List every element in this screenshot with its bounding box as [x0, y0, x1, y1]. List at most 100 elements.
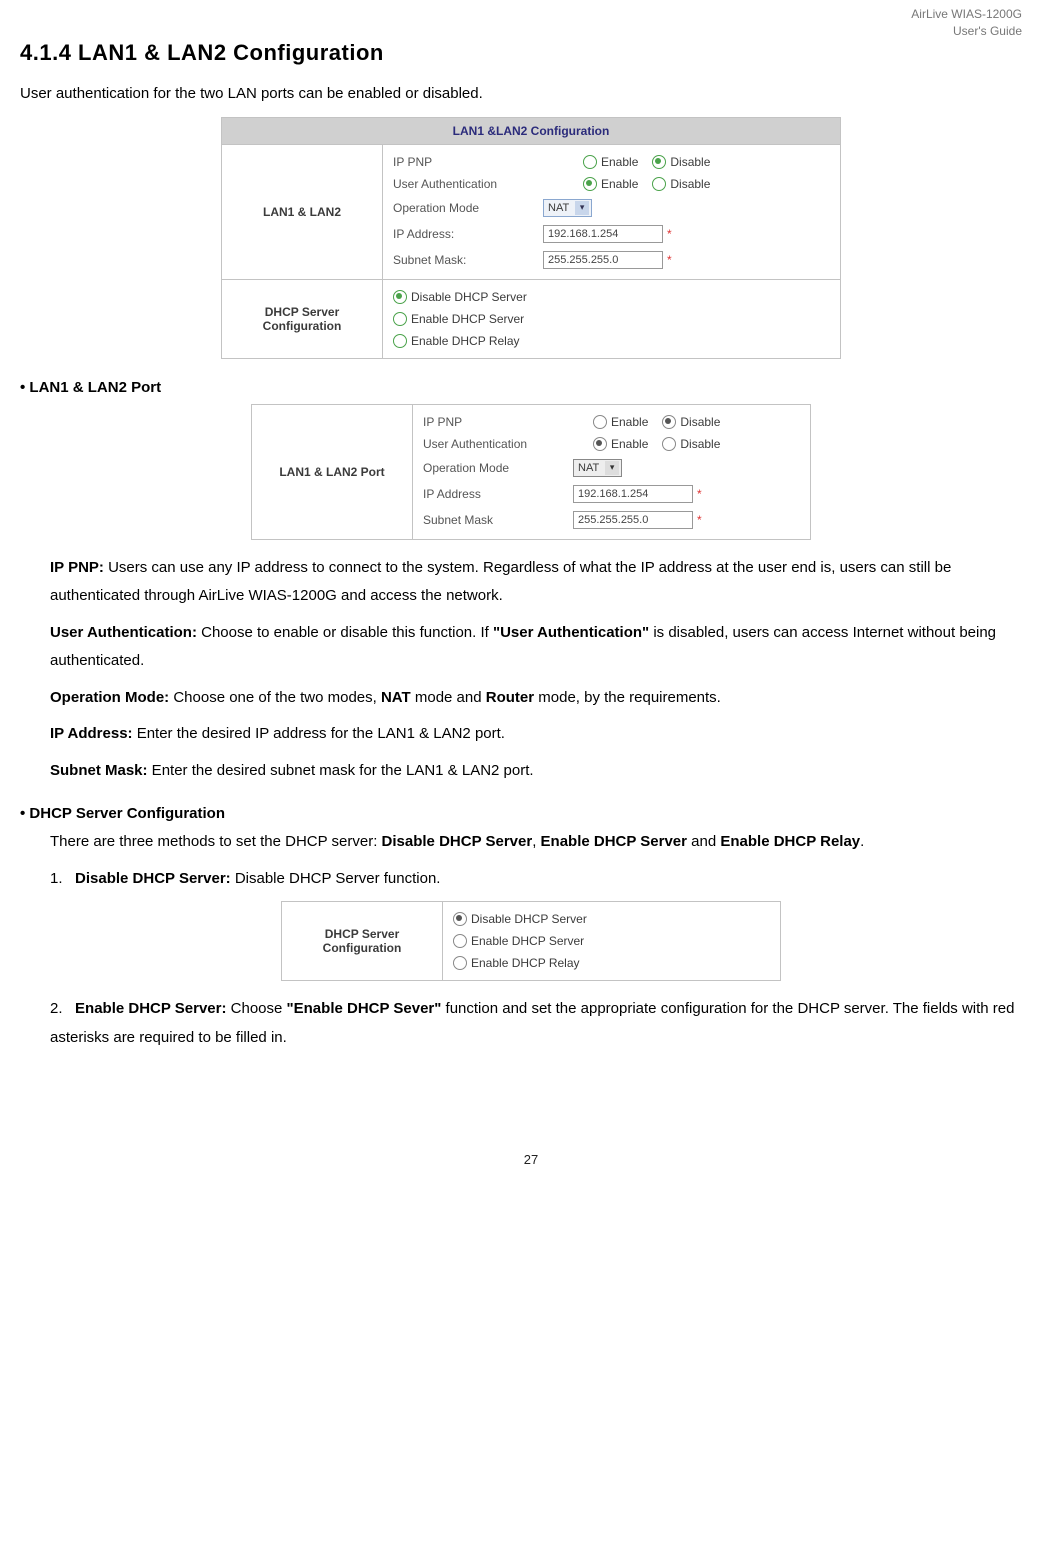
bullet-dhcp: DHCP Server Configuration	[20, 805, 1042, 822]
desc-ip-pnp: IP PNP: Users can use any IP address to …	[50, 554, 1042, 611]
ip-pnp-enable-radio[interactable]	[583, 155, 597, 169]
desc-op-mode: Operation Mode: Choose one of the two mo…	[50, 684, 1042, 713]
dhcp-disable-radio[interactable]	[393, 290, 407, 304]
p2-ua-disable-radio[interactable]	[662, 437, 676, 451]
dhcp-enable-radio[interactable]	[393, 312, 407, 326]
ip-pnp-label: IP PNP	[393, 155, 543, 169]
dhcp-s2: Enable DHCP Server	[541, 833, 687, 850]
p2-ippnp-enable-radio[interactable]	[593, 415, 607, 429]
ua-q: "User Authentication"	[493, 624, 649, 641]
panel2-rowhdr: LAN1 & LAN2 Port	[252, 404, 413, 539]
num2-pre: 2.	[50, 1000, 63, 1017]
dhcp-intro-4: .	[860, 833, 864, 850]
op-mode-label: Operation Mode	[393, 201, 543, 215]
ua-t1: Choose to enable or disable this functio…	[197, 624, 493, 641]
config-panel-2: LAN1 & LAN2 Port IP PNP Enable Disable U…	[251, 404, 811, 540]
ua-b: User Authentication:	[50, 624, 197, 641]
num2-q: "Enable DHCP Sever"	[287, 1000, 442, 1017]
p2-subnet-label: Subnet Mask	[423, 513, 573, 527]
om-b: Operation Mode:	[50, 689, 169, 706]
required-star: *	[697, 487, 702, 501]
p3-dhcp-disable-radio[interactable]	[453, 912, 467, 926]
p2-disable-lbl: Disable	[680, 415, 720, 429]
dhcp-s3: Enable DHCP Relay	[720, 833, 860, 850]
ip-t: Enter the desired IP address for the LAN…	[133, 725, 505, 742]
desc-subnet: Subnet Mask: Enter the desired subnet ma…	[50, 757, 1042, 786]
panel3-rowhdr-1: DHCP Server	[325, 927, 399, 941]
ua-enable-lbl: Enable	[601, 177, 638, 191]
ip-pnp-t: Users can use any IP address to connect …	[50, 559, 951, 605]
required-star: *	[667, 253, 672, 267]
config-panel-3: DHCP Server Configuration Disable DHCP S…	[281, 901, 781, 981]
dhcp-intro-3: and	[687, 833, 720, 850]
panel1-row2-hdr: DHCP Server Configuration	[222, 279, 383, 358]
dhcp-opt1: Disable DHCP Server	[411, 290, 527, 304]
num1: 1. Disable DHCP Server: Disable DHCP Ser…	[50, 865, 1042, 894]
ip-pnp-disable-radio[interactable]	[652, 155, 666, 169]
page-number: 27	[20, 1152, 1042, 1167]
ua-disable-lbl: Disable	[670, 177, 710, 191]
disable-lbl: Disable	[670, 155, 710, 169]
chevron-down-icon: ▾	[575, 201, 589, 215]
ip-address-input[interactable]: 192.168.1.254	[543, 225, 663, 243]
dhcp-opt3: Enable DHCP Relay	[411, 334, 520, 348]
p3-opt1: Disable DHCP Server	[471, 912, 587, 926]
p2-enable-lbl: Enable	[611, 415, 648, 429]
desc-ip-addr: IP Address: Enter the desired IP address…	[50, 720, 1042, 749]
p2-op-mode-value: NAT	[578, 462, 599, 474]
p3-opt3: Enable DHCP Relay	[471, 956, 580, 970]
p2-ippnp-disable-radio[interactable]	[662, 415, 676, 429]
intro-text: User authentication for the two LAN port…	[20, 80, 1042, 109]
section-title: 4.1.4 LAN1 & LAN2 Configuration	[20, 40, 1042, 66]
p2-ua-label: User Authentication	[423, 437, 573, 451]
num1-pre: 1.	[50, 870, 63, 887]
bullet-lan-port: LAN1 & LAN2 Port	[20, 379, 1042, 396]
om-t2: mode and	[411, 689, 486, 706]
chevron-down-icon: ▾	[605, 461, 619, 475]
enable-lbl: Enable	[601, 155, 638, 169]
num2: 2. Enable DHCP Server: Choose "Enable DH…	[50, 995, 1042, 1052]
p3-dhcp-enable-radio[interactable]	[453, 934, 467, 948]
sm-b: Subnet Mask:	[50, 762, 148, 779]
ip-pnp-b: IP PNP:	[50, 559, 104, 576]
p3-opt2: Enable DHCP Server	[471, 934, 584, 948]
om-s1: NAT	[381, 689, 411, 706]
dhcp-intro: There are three methods to set the DHCP …	[50, 828, 1042, 857]
dhcp-s1: Disable DHCP Server	[382, 833, 533, 850]
p2-ua-enable-radio[interactable]	[593, 437, 607, 451]
sm-t: Enter the desired subnet mask for the LA…	[148, 762, 534, 779]
config-panel-1: LAN1 &LAN2 Configuration LAN1 & LAN2 IP …	[221, 117, 841, 359]
subnet-mask-input[interactable]: 255.255.255.0	[543, 251, 663, 269]
hdr-product: AirLive WIAS-1200G	[911, 7, 1022, 21]
user-auth-enable-radio[interactable]	[583, 177, 597, 191]
num1-b: Disable DHCP Server:	[75, 870, 231, 887]
om-s2: Router	[486, 689, 534, 706]
p3-dhcp-relay-radio[interactable]	[453, 956, 467, 970]
p2-ip-addr-label: IP Address	[423, 487, 573, 501]
panel3-rowhdr: DHCP Server Configuration	[282, 902, 443, 981]
p2-ip-address-input[interactable]: 192.168.1.254	[573, 485, 693, 503]
panel1-title: LAN1 &LAN2 Configuration	[222, 117, 841, 144]
dhcp-intro-1: There are three methods to set the DHCP …	[50, 833, 382, 850]
dhcp-relay-radio[interactable]	[393, 334, 407, 348]
dhcp-opt2: Enable DHCP Server	[411, 312, 524, 326]
required-star: *	[667, 227, 672, 241]
p2-ua-disable-lbl: Disable	[680, 437, 720, 451]
header-right: AirLive WIAS-1200G User's Guide	[911, 6, 1022, 40]
hdr-doc: User's Guide	[953, 24, 1022, 38]
user-auth-label: User Authentication	[393, 177, 543, 191]
panel3-rowhdr-2: Configuration	[323, 941, 402, 955]
p2-ua-enable-lbl: Enable	[611, 437, 648, 451]
panel1-row1-hdr: LAN1 & LAN2	[222, 144, 383, 279]
om-t1: Choose one of the two modes,	[169, 689, 381, 706]
user-auth-disable-radio[interactable]	[652, 177, 666, 191]
p2-op-mode-select[interactable]: NAT ▾	[573, 459, 622, 477]
p2-subnet-mask-input[interactable]: 255.255.255.0	[573, 511, 693, 529]
ip-addr-label: IP Address:	[393, 227, 543, 241]
p2-op-mode-label: Operation Mode	[423, 461, 573, 475]
p2-ip-pnp-label: IP PNP	[423, 415, 573, 429]
num2-t1: Choose	[226, 1000, 286, 1017]
subnet-label: Subnet Mask:	[393, 253, 543, 267]
op-mode-select[interactable]: NAT ▾	[543, 199, 592, 217]
desc-user-auth: User Authentication: Choose to enable or…	[50, 619, 1042, 676]
